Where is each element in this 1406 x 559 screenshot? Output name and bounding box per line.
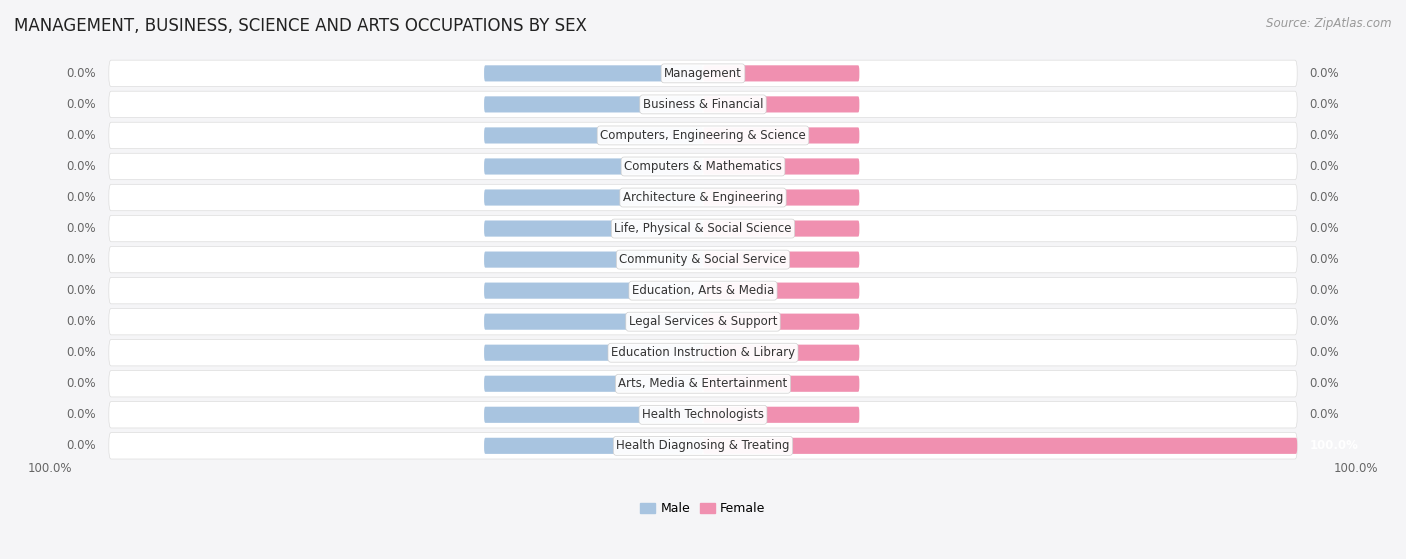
Text: 0.0%: 0.0% [66,408,96,421]
FancyBboxPatch shape [703,345,859,361]
FancyBboxPatch shape [108,122,1298,149]
Text: 0.0%: 0.0% [66,377,96,390]
Text: Education, Arts & Media: Education, Arts & Media [631,284,775,297]
FancyBboxPatch shape [484,282,703,299]
FancyBboxPatch shape [484,376,703,392]
FancyBboxPatch shape [703,65,859,82]
Text: 0.0%: 0.0% [66,253,96,266]
Text: 0.0%: 0.0% [1310,129,1340,142]
Text: 0.0%: 0.0% [66,346,96,359]
Text: 0.0%: 0.0% [1310,222,1340,235]
Text: 0.0%: 0.0% [66,160,96,173]
FancyBboxPatch shape [703,190,859,206]
FancyBboxPatch shape [108,215,1298,241]
Text: Computers, Engineering & Science: Computers, Engineering & Science [600,129,806,142]
Text: Source: ZipAtlas.com: Source: ZipAtlas.com [1267,17,1392,30]
FancyBboxPatch shape [703,158,859,174]
Text: Health Technologists: Health Technologists [643,408,763,421]
FancyBboxPatch shape [108,60,1298,87]
Text: 100.0%: 100.0% [1334,462,1378,475]
FancyBboxPatch shape [108,153,1298,179]
Text: Arts, Media & Entertainment: Arts, Media & Entertainment [619,377,787,390]
Text: Community & Social Service: Community & Social Service [619,253,787,266]
Text: Legal Services & Support: Legal Services & Support [628,315,778,328]
Text: Health Diagnosing & Treating: Health Diagnosing & Treating [616,439,790,452]
FancyBboxPatch shape [484,345,703,361]
FancyBboxPatch shape [484,127,703,144]
FancyBboxPatch shape [108,91,1298,117]
Text: Business & Financial: Business & Financial [643,98,763,111]
Text: 0.0%: 0.0% [66,67,96,80]
FancyBboxPatch shape [484,438,703,454]
Text: 0.0%: 0.0% [1310,284,1340,297]
FancyBboxPatch shape [108,247,1298,273]
FancyBboxPatch shape [484,158,703,174]
FancyBboxPatch shape [703,96,859,112]
Text: 0.0%: 0.0% [66,315,96,328]
FancyBboxPatch shape [108,371,1298,397]
Text: 0.0%: 0.0% [66,98,96,111]
FancyBboxPatch shape [703,127,859,144]
Text: 0.0%: 0.0% [66,129,96,142]
Text: 0.0%: 0.0% [66,191,96,204]
Text: 0.0%: 0.0% [1310,160,1340,173]
Text: 0.0%: 0.0% [66,222,96,235]
FancyBboxPatch shape [108,401,1298,428]
Text: Architecture & Engineering: Architecture & Engineering [623,191,783,204]
FancyBboxPatch shape [703,252,859,268]
FancyBboxPatch shape [108,184,1298,211]
FancyBboxPatch shape [108,339,1298,366]
FancyBboxPatch shape [703,220,859,236]
Text: Education Instruction & Library: Education Instruction & Library [612,346,794,359]
FancyBboxPatch shape [108,309,1298,335]
Text: 0.0%: 0.0% [1310,253,1340,266]
Text: 100.0%: 100.0% [28,462,72,475]
Text: 100.0%: 100.0% [1310,439,1358,452]
Text: MANAGEMENT, BUSINESS, SCIENCE AND ARTS OCCUPATIONS BY SEX: MANAGEMENT, BUSINESS, SCIENCE AND ARTS O… [14,17,586,35]
Text: 0.0%: 0.0% [1310,191,1340,204]
FancyBboxPatch shape [703,407,859,423]
FancyBboxPatch shape [108,433,1298,459]
Text: 0.0%: 0.0% [1310,67,1340,80]
Text: 0.0%: 0.0% [1310,408,1340,421]
FancyBboxPatch shape [703,376,859,392]
FancyBboxPatch shape [484,65,703,82]
Text: 0.0%: 0.0% [1310,315,1340,328]
Text: 0.0%: 0.0% [66,284,96,297]
Legend: Male, Female: Male, Female [641,502,765,515]
FancyBboxPatch shape [108,277,1298,304]
Text: Management: Management [664,67,742,80]
FancyBboxPatch shape [703,438,1298,454]
FancyBboxPatch shape [484,190,703,206]
FancyBboxPatch shape [703,314,859,330]
FancyBboxPatch shape [484,407,703,423]
FancyBboxPatch shape [484,314,703,330]
FancyBboxPatch shape [484,220,703,236]
Text: Life, Physical & Social Science: Life, Physical & Social Science [614,222,792,235]
Text: 0.0%: 0.0% [66,439,96,452]
FancyBboxPatch shape [484,96,703,112]
Text: Computers & Mathematics: Computers & Mathematics [624,160,782,173]
FancyBboxPatch shape [703,282,859,299]
Text: 0.0%: 0.0% [1310,377,1340,390]
FancyBboxPatch shape [484,252,703,268]
Text: 0.0%: 0.0% [1310,98,1340,111]
Text: 0.0%: 0.0% [1310,346,1340,359]
